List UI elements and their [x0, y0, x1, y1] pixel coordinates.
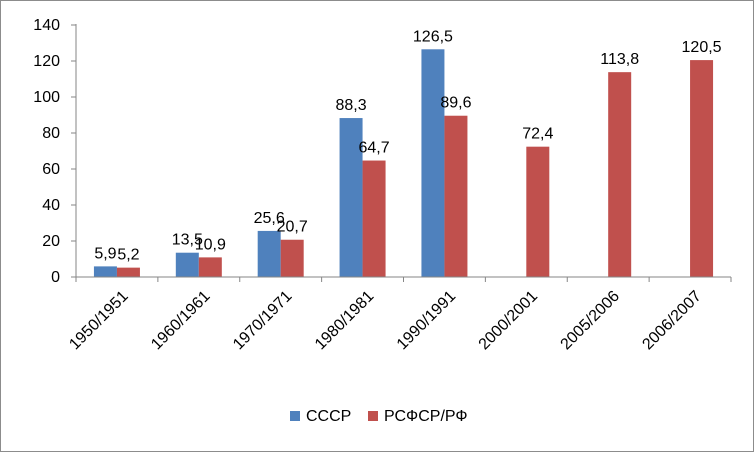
legend-label: РСФСР/РФ [384, 408, 468, 425]
data-label: 126,5 [413, 28, 453, 45]
y-tick-label: 100 [33, 89, 60, 106]
x-tick-label: 1970/1971 [230, 288, 296, 354]
y-axis-ticks: 0 20 40 60 80 100 120 140 [33, 17, 76, 286]
legend-label: СССР [306, 408, 351, 425]
x-axis-ticks: 1950/1951 1960/1961 1970/1971 1980/1981 1990… [66, 277, 732, 354]
bars [93, 49, 714, 277]
y-tick-label: 80 [42, 125, 60, 142]
bar [280, 239, 304, 277]
data-label: 64,7 [358, 140, 389, 157]
x-tick-label: 1960/1961 [148, 288, 214, 354]
x-tick-label: 2006/2007 [639, 288, 705, 354]
data-label: 13,5 [172, 232, 203, 249]
x-tick-label: 2000/2001 [476, 288, 542, 354]
data-labels: 5,9 5,2 13,510,9 25,620,7 88,3 64,7 126,5 89,6 7… [94, 28, 721, 263]
data-label: 120,5 [682, 39, 722, 56]
data-label: 5,9 [94, 245, 116, 262]
data-label: 10,9 [195, 236, 226, 253]
bar [690, 60, 714, 277]
y-tick-label: 140 [33, 17, 60, 34]
data-label: 72,4 [522, 126, 553, 143]
x-tick-label: 1980/1981 [312, 288, 378, 354]
legend: СССР РСФСР/РФ [290, 408, 468, 425]
data-label: 88,3 [335, 97, 366, 114]
y-tick-label: 40 [42, 197, 60, 214]
x-tick-label: 1950/1951 [66, 288, 132, 354]
data-label: 5,2 [117, 247, 139, 264]
data-label: 25,6 [254, 210, 285, 227]
bar [526, 146, 550, 277]
y-tick-label: 0 [51, 269, 60, 286]
data-label: 89,6 [440, 95, 471, 112]
y-tick-label: 120 [33, 53, 60, 70]
bar [444, 115, 468, 277]
bar [93, 266, 117, 277]
legend-swatch [368, 411, 378, 421]
bar [257, 230, 281, 277]
bar [198, 257, 222, 277]
data-label: 20,7 [277, 219, 308, 236]
bar [421, 49, 445, 277]
y-tick-label: 20 [42, 233, 60, 250]
x-tick-label: 2005/2006 [558, 288, 624, 354]
y-tick-label: 60 [42, 161, 60, 178]
data-label: 113,8 [600, 51, 639, 68]
bar [116, 267, 140, 277]
bar [362, 160, 386, 277]
bar [608, 72, 632, 277]
legend-swatch [290, 411, 300, 421]
bar [175, 252, 199, 277]
bar [339, 118, 363, 277]
x-tick-label: 1990/1991 [394, 288, 460, 354]
